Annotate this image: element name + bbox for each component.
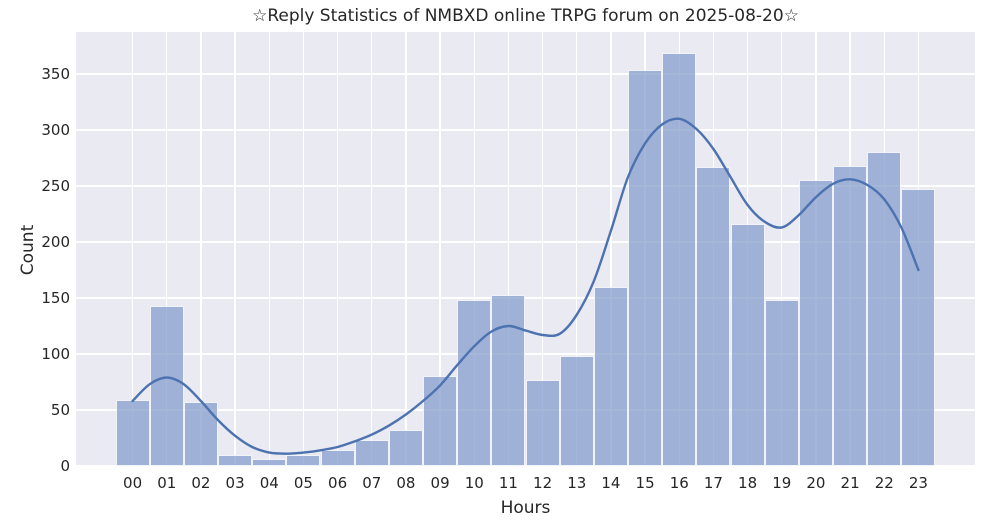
x-tick-label: 17 <box>703 474 723 492</box>
x-tick-label: 18 <box>738 474 758 492</box>
bar-hour-15 <box>628 69 663 466</box>
bar-hour-12 <box>525 379 560 466</box>
bar-hour-03 <box>218 454 253 466</box>
x-tick-label: 03 <box>225 474 245 492</box>
bar-hour-21 <box>833 165 868 466</box>
bar-hour-22 <box>867 152 902 466</box>
y-tick-label: 300 <box>41 121 70 139</box>
bar-hour-06 <box>320 450 355 466</box>
plot-area <box>76 32 975 467</box>
bar-hour-23 <box>901 189 936 466</box>
gridline-v <box>268 32 270 466</box>
gridline-v <box>131 32 134 466</box>
bar-hour-19 <box>764 300 799 466</box>
y-tick-label: 200 <box>41 233 70 251</box>
gridline-v <box>473 32 475 466</box>
x-tick-label: 11 <box>498 474 518 492</box>
x-tick-label: 09 <box>430 474 450 492</box>
x-tick-label: 01 <box>157 474 177 492</box>
bar-hour-13 <box>559 356 594 466</box>
trend-line <box>131 117 920 455</box>
gridline-v <box>507 32 510 466</box>
x-tick-label: 02 <box>191 474 211 492</box>
bar-hour-20 <box>798 180 833 466</box>
gridline-v <box>200 32 202 466</box>
gridline-v <box>336 32 339 466</box>
gridline-v <box>166 32 168 466</box>
x-tick-label: 21 <box>840 474 860 492</box>
bar-hour-11 <box>491 294 526 466</box>
gridline-v <box>234 32 236 466</box>
gridline-v <box>541 32 544 466</box>
bar-hour-10 <box>457 300 492 466</box>
gridline-h <box>76 297 975 299</box>
y-tick-label: 250 <box>41 177 70 195</box>
bar-hour-08 <box>388 430 423 466</box>
gridline-v <box>576 32 578 466</box>
y-tick-label: 100 <box>41 345 70 363</box>
x-tick-label: 04 <box>259 474 279 492</box>
x-tick-label: 12 <box>533 474 553 492</box>
gridline-v <box>371 32 373 466</box>
gridline-v <box>781 32 783 466</box>
bar-hour-07 <box>354 440 389 466</box>
gridline-h <box>76 185 975 187</box>
x-tick-label: 16 <box>669 474 689 492</box>
bar-hour-05 <box>286 454 321 466</box>
x-tick-label: 05 <box>293 474 313 492</box>
x-tick-label: 00 <box>123 474 143 492</box>
x-tick-label: 06 <box>328 474 348 492</box>
gridline-v <box>439 32 441 466</box>
y-tick-label: 350 <box>41 65 70 83</box>
chart-title: ☆Reply Statistics of NMBXD online TRPG f… <box>252 6 799 26</box>
x-tick-label: 08 <box>396 474 416 492</box>
bar-hour-09 <box>423 376 458 466</box>
y-tick-label: 0 <box>60 457 70 475</box>
x-tick-label: 14 <box>601 474 621 492</box>
x-tick-label: 13 <box>567 474 587 492</box>
bar-hour-17 <box>696 166 731 466</box>
bar-hour-18 <box>730 224 765 466</box>
gridline-h <box>76 73 975 75</box>
gridline-h <box>76 241 975 243</box>
x-tick-label: 15 <box>635 474 655 492</box>
x-tick-label: 07 <box>362 474 382 492</box>
x-tick-label: 19 <box>772 474 792 492</box>
x-tick-label: 20 <box>806 474 826 492</box>
bar-hour-01 <box>149 305 184 466</box>
y-tick-label: 50 <box>50 401 70 419</box>
gridline-h <box>76 353 975 355</box>
gridline-h <box>76 129 975 131</box>
x-tick-label: 22 <box>874 474 894 492</box>
bar-hour-04 <box>252 459 287 466</box>
x-tick-label: 10 <box>464 474 484 492</box>
x-axis-label: Hours <box>500 498 551 518</box>
x-tick-label: 23 <box>908 474 928 492</box>
gridline-h <box>76 465 975 467</box>
bar-hour-14 <box>593 286 628 466</box>
trend-line-svg <box>131 117 920 455</box>
y-tick-label: 150 <box>41 289 70 307</box>
gridline-v <box>610 32 612 466</box>
gridline-v <box>302 32 305 466</box>
gridline-v <box>405 32 407 466</box>
